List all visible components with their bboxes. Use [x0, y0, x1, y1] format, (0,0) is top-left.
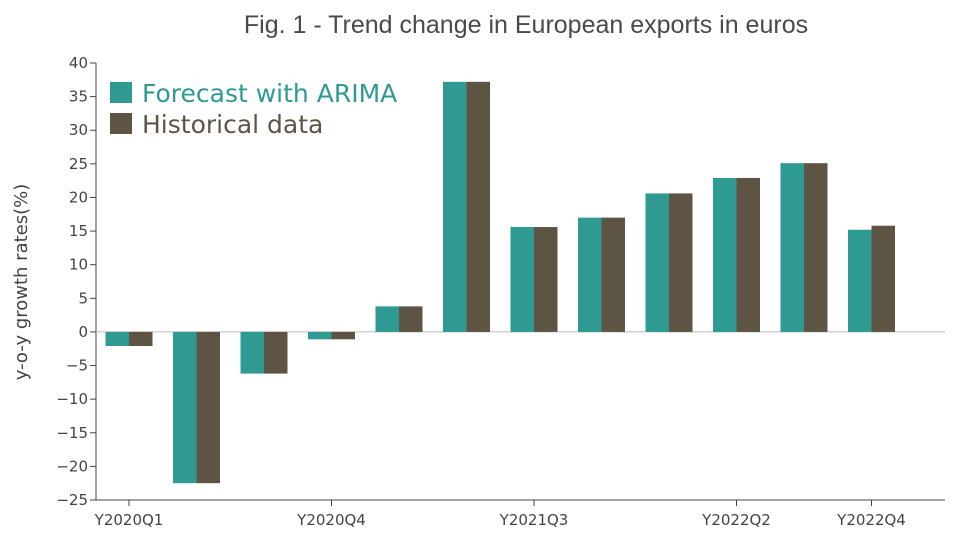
bar [713, 177, 737, 332]
bar [196, 331, 220, 484]
bar [848, 229, 872, 332]
bar [736, 177, 760, 332]
bar [240, 331, 264, 374]
bar [804, 163, 828, 332]
bar [466, 81, 490, 332]
y-tick-label: −20 [56, 457, 88, 475]
y-tick-label: 5 [78, 289, 88, 307]
bar [534, 227, 558, 332]
y-tick-label: 0 [78, 323, 88, 341]
bar [331, 331, 355, 340]
y-axis-label: y-o-y growth rates(%) [11, 184, 32, 381]
bar [601, 217, 625, 332]
x-tick-label: Y2022Q2 [701, 511, 771, 529]
chart-title: Fig. 1 - Trend change in European export… [244, 11, 808, 39]
bar [443, 81, 467, 332]
bar [173, 331, 197, 484]
bar [510, 227, 534, 332]
bar [780, 163, 804, 332]
bar [871, 225, 895, 332]
y-tick-label: −15 [56, 424, 88, 442]
y-tick-label: 25 [69, 155, 88, 173]
x-tick-label: Y2020Q1 [94, 511, 164, 529]
legend-label: Historical data [142, 110, 323, 139]
y-tick-label: 15 [69, 222, 88, 240]
y-tick-label: 35 [69, 88, 88, 106]
legend-swatch [110, 82, 132, 103]
bar [308, 331, 332, 340]
y-tick-label: −25 [56, 491, 88, 509]
bar [645, 193, 669, 332]
plot-area: −25 −20 −15 −10 −5 0 5 10 15 20 25 30 35 40 Y2020Q1 Y20… [56, 54, 945, 529]
y-tick-label: 10 [69, 256, 88, 274]
legend-swatch [110, 113, 132, 134]
y-tick-label: −5 [66, 357, 88, 375]
legend-label: Forecast with ARIMA [142, 79, 397, 108]
bar [264, 331, 288, 374]
x-tick-label: Y2021Q3 [499, 511, 569, 529]
bar [129, 331, 153, 347]
bar [375, 306, 399, 332]
y-tick-label: 20 [69, 188, 88, 206]
bar [399, 306, 423, 332]
y-tick-label: 40 [69, 54, 88, 72]
bar [105, 331, 129, 347]
x-tick-label: Y2020Q4 [296, 511, 366, 529]
y-tick-label: 30 [69, 121, 88, 139]
x-tick-label: Y2022Q4 [836, 511, 906, 529]
bar [669, 193, 693, 332]
y-tick-label: −10 [56, 390, 88, 408]
bar [578, 217, 602, 332]
